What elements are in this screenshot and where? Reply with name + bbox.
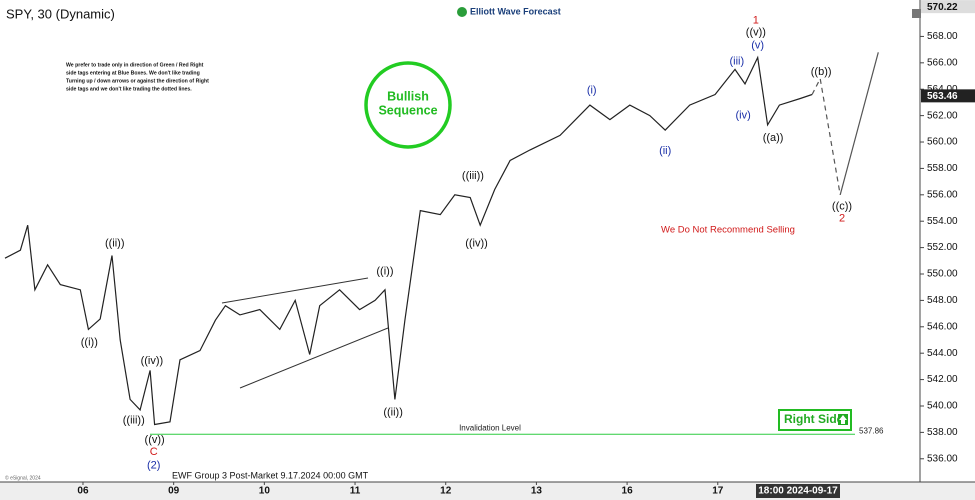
- note-line: We prefer to trade only in direction of …: [66, 62, 204, 68]
- invalidation-value: 537.86: [859, 426, 884, 435]
- y-tick-label: 558.00: [927, 163, 958, 174]
- copyright: © eSignal, 2024: [5, 474, 41, 481]
- warning: We Do Not Recommend Selling: [661, 225, 795, 236]
- brand: Elliott Wave Forecast: [470, 6, 561, 16]
- badge-text: Bullish: [387, 89, 429, 103]
- y-tick-label: 556.00: [927, 189, 958, 200]
- x-tick-label: 12: [440, 486, 452, 497]
- footer: EWF Group 3 Post-Market 9.17.2024 00:00 …: [172, 470, 369, 480]
- y-tick-label: 562.00: [927, 110, 958, 121]
- last-price-box: [921, 89, 975, 103]
- wave-label: ((ii)): [105, 238, 125, 250]
- wave-label: ((ii)): [383, 406, 403, 418]
- cursor-box: [756, 484, 840, 498]
- x-tick-label: 10: [259, 486, 271, 497]
- x-tick-label: 16: [622, 486, 634, 497]
- x-tick-label: 17: [712, 486, 724, 497]
- cursor-label: 18:00 2024-09-17: [758, 486, 838, 497]
- y-tick-label: 566.00: [927, 57, 958, 68]
- brand-icon: [457, 7, 467, 17]
- y-tick-label: 554.00: [927, 216, 958, 227]
- button-arrow-glyph: [839, 415, 847, 424]
- wave-label: (iv): [736, 110, 751, 122]
- chart-title: SPY, 30 (Dynamic): [6, 6, 115, 21]
- high-price-box: [921, 0, 975, 14]
- price-line: [839, 52, 879, 195]
- wave-label: ((c)): [832, 201, 852, 213]
- wave-label: ((v)): [746, 26, 766, 38]
- wave-label: ((iii)): [123, 414, 145, 426]
- note-line: side tags and we don't like trading the …: [66, 86, 192, 92]
- y-tick-label: 546.00: [927, 321, 958, 332]
- wave-label: ((a)): [763, 132, 784, 144]
- wave-label: (ii): [659, 145, 671, 157]
- wave-label: (2): [147, 459, 160, 471]
- y-tick-label: 544.00: [927, 348, 958, 359]
- y-tick-label: 538.00: [927, 427, 958, 438]
- wave-label: ((i)): [81, 337, 98, 349]
- wave-label: ((iv)): [141, 355, 164, 367]
- wave-label: (iii): [729, 55, 744, 67]
- y-tick-label: 550.00: [927, 269, 958, 280]
- menu-icon: [912, 9, 921, 18]
- wave-label: ((iv)): [465, 238, 488, 250]
- y-tick-label: 560.00: [927, 137, 958, 148]
- note-box: [64, 60, 232, 96]
- right-side-button: [778, 409, 852, 431]
- note-line: side tags entering at Blue Boxes. We don…: [66, 70, 200, 76]
- invalidation-label: Invalidation Level: [459, 423, 521, 432]
- high-price-label: 570.22: [927, 2, 958, 13]
- y-tick-label: 548.00: [927, 295, 958, 306]
- wave-label: 1: [753, 14, 759, 26]
- price-line: [4, 55, 813, 426]
- wave-label: ((v)): [145, 434, 165, 446]
- wedge-line: [221, 277, 369, 304]
- wave-label: 2: [839, 212, 845, 224]
- wave-label: (v): [751, 40, 764, 52]
- y-tick-label: 542.00: [927, 374, 958, 385]
- badge-circle: [364, 61, 452, 149]
- badge-text: Sequence: [378, 103, 437, 117]
- x-tick-label: 09: [168, 486, 180, 497]
- x-tick-label: 06: [77, 486, 89, 497]
- y-tick-label: 552.00: [927, 242, 958, 253]
- x-tick-label: 13: [531, 486, 543, 497]
- last-price-label: 563.46: [927, 91, 958, 102]
- wave-label: ((b)): [811, 66, 832, 78]
- button-label: Right Side: [784, 412, 844, 426]
- time-axis-bg: [0, 482, 975, 500]
- wave-label: (i): [587, 84, 597, 96]
- wave-label: C: [150, 446, 158, 458]
- wave-label: ((i)): [376, 265, 393, 277]
- y-tick-label: 540.00: [927, 401, 958, 412]
- x-tick-label: 11: [350, 486, 361, 497]
- note-line: Turning up / down arrows or against the …: [66, 78, 209, 84]
- wave-label: ((iii)): [462, 170, 484, 182]
- y-tick-label: 536.00: [927, 453, 958, 464]
- y-tick-label: 568.00: [927, 31, 958, 42]
- wedge-line: [239, 327, 389, 389]
